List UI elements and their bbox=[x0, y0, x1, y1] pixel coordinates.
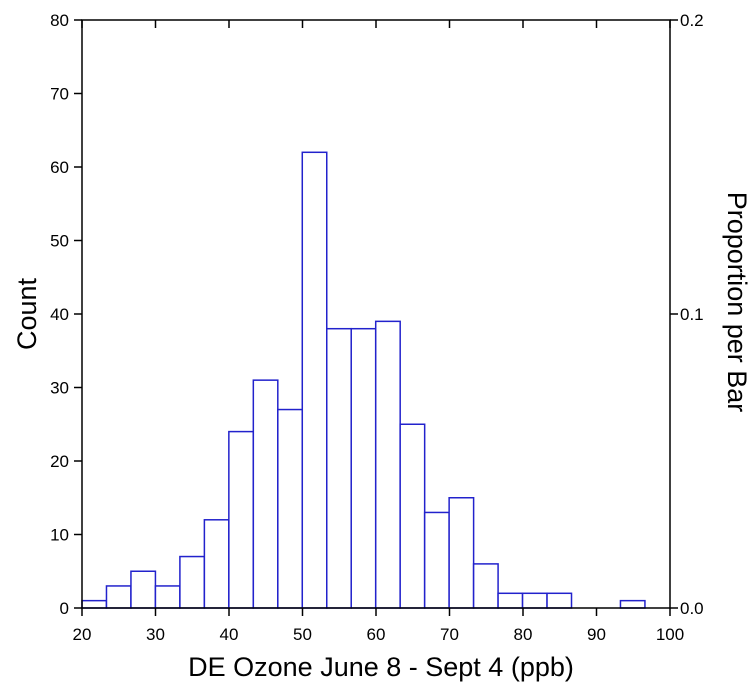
x-axis-title: DE Ozone June 8 - Sept 4 (ppb) bbox=[188, 652, 574, 682]
y-tick-label: 0 bbox=[60, 599, 69, 618]
x-tick-label: 70 bbox=[440, 625, 459, 644]
y-tick-label: 10 bbox=[50, 526, 69, 545]
histogram-bar bbox=[521, 592, 548, 609]
x-tick-label: 20 bbox=[73, 625, 92, 644]
y2-tick-label: 0.2 bbox=[680, 11, 704, 30]
y-axis-right: 0.0 0.1 0.2 bbox=[670, 11, 704, 618]
histogram-bar bbox=[105, 585, 132, 609]
x-tick-label: 50 bbox=[293, 625, 312, 644]
histogram-bar bbox=[277, 408, 304, 609]
histogram-bar bbox=[228, 430, 255, 609]
histogram-bar bbox=[203, 519, 230, 609]
histogram-bar bbox=[81, 599, 108, 609]
y-tick-label: 20 bbox=[50, 452, 69, 471]
x-tick-label: 60 bbox=[367, 625, 386, 644]
y-tick-label: 40 bbox=[50, 305, 69, 324]
histogram-bar bbox=[252, 379, 279, 609]
y2-tick-label: 0.1 bbox=[680, 305, 704, 324]
y-tick-label: 60 bbox=[50, 158, 69, 177]
x-tick-label: 30 bbox=[146, 625, 165, 644]
histogram-bar bbox=[423, 511, 450, 609]
y-tick-label: 50 bbox=[50, 232, 69, 251]
histogram-bar bbox=[448, 497, 475, 609]
histogram-bar bbox=[497, 592, 524, 609]
histogram-bar bbox=[546, 592, 573, 609]
histogram-bar bbox=[472, 563, 499, 609]
histogram-bar bbox=[350, 327, 377, 609]
histogram-bar bbox=[374, 320, 401, 609]
histogram-bar bbox=[619, 599, 646, 609]
histogram-bar bbox=[399, 423, 426, 609]
histogram-bar bbox=[130, 570, 157, 609]
y-axis-title: Count bbox=[12, 277, 42, 350]
histogram-bar bbox=[326, 327, 352, 609]
y-tick-label: 30 bbox=[50, 379, 69, 398]
y-tick-label: 80 bbox=[50, 11, 69, 30]
y-tick-label: 70 bbox=[50, 85, 69, 104]
y-axis-left: 0 10 20 30 40 50 60 70 80 bbox=[50, 11, 82, 618]
y2-axis-title: Proportion per Bar bbox=[722, 192, 749, 413]
histogram-bar bbox=[154, 585, 181, 609]
histogram-bars bbox=[81, 151, 646, 609]
histogram-bar bbox=[179, 555, 206, 609]
x-tick-label: 80 bbox=[514, 625, 533, 644]
x-tick-label: 100 bbox=[656, 625, 684, 644]
x-tick-label: 90 bbox=[587, 625, 606, 644]
x-tick-label: 40 bbox=[220, 625, 239, 644]
y2-tick-label: 0.0 bbox=[680, 599, 704, 618]
x-axis: 20 30 40 50 60 70 80 90 100 bbox=[73, 20, 684, 644]
histogram-bar bbox=[301, 151, 328, 609]
